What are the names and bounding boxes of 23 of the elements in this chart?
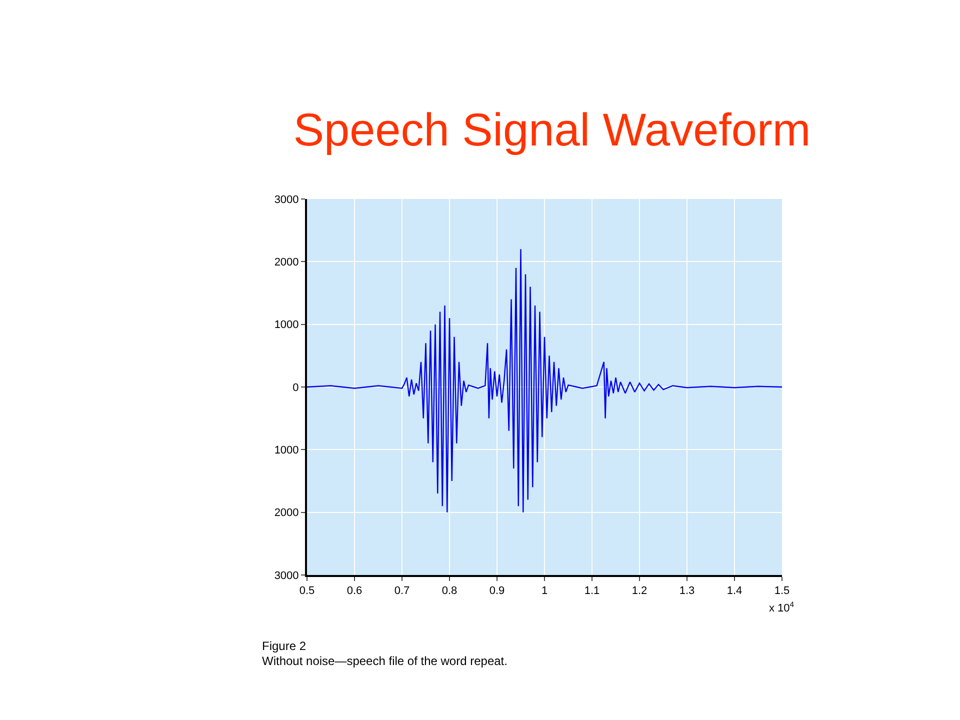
x-tick-label: 1 (541, 585, 548, 598)
x-tick-label: 1.2 (632, 585, 648, 598)
x-tick-label: 1.5 (774, 585, 790, 598)
x-tick-label: 0.9 (489, 585, 505, 598)
x-tick-label: 1.1 (584, 585, 600, 598)
y-tick-label: 1000 (274, 319, 299, 332)
chart-title: Speech Signal Waveform (293, 104, 811, 156)
y-tick-label: 0 (292, 382, 299, 394)
y-tick-label: 2000 (274, 507, 299, 520)
x-tick-label: 0.6 (346, 585, 362, 598)
x-tick-label: 0.5 (299, 585, 315, 598)
line-series (307, 248, 782, 513)
y-tick-label: 3000 (274, 570, 299, 582)
text: x 10$^{4}$ (769, 600, 795, 615)
y-tick-label: 3000 (274, 194, 299, 206)
y-tick-label: 1000 (274, 444, 299, 457)
caption: Figure 2 (262, 639, 306, 653)
x-tick-label: 1.3 (679, 585, 695, 598)
x-tick-label: 0.8 (442, 585, 458, 598)
x-tick-label: 1.4 (726, 585, 742, 598)
x-tick-label: 0.7 (394, 585, 410, 598)
y-tick-label: 2000 (274, 256, 299, 269)
text: Without noise—speech file of the word repeat. (262, 654, 508, 668)
